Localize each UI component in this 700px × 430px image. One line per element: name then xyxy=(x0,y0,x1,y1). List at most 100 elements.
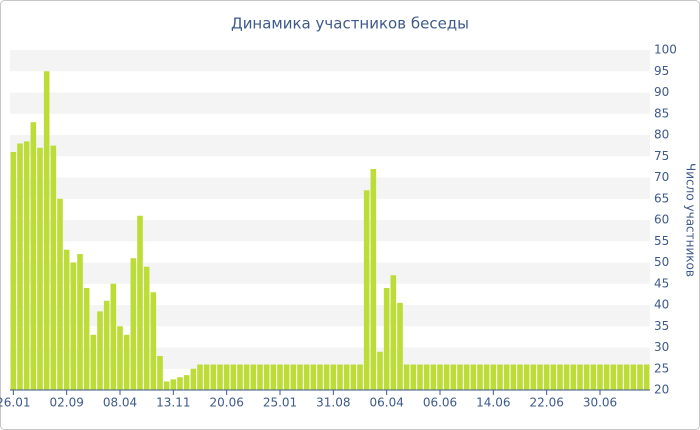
bar xyxy=(90,334,97,390)
bar xyxy=(430,364,437,390)
bar xyxy=(423,364,430,390)
bar xyxy=(590,364,597,390)
bar xyxy=(490,364,497,390)
bar xyxy=(370,169,377,390)
y-tick-label: 60 xyxy=(654,213,669,227)
bar xyxy=(330,364,337,390)
y-tick-label: 65 xyxy=(654,191,669,205)
bar xyxy=(230,364,237,390)
bar xyxy=(497,364,503,390)
bar xyxy=(337,364,343,390)
bar xyxy=(543,364,550,390)
y-tick-label: 55 xyxy=(654,234,669,248)
bar xyxy=(50,145,57,390)
bar xyxy=(350,364,357,390)
y-tick-label: 50 xyxy=(654,255,669,269)
bar xyxy=(510,364,517,390)
bar xyxy=(523,364,530,390)
bar xyxy=(303,364,310,390)
bar xyxy=(83,288,90,390)
grid-band xyxy=(10,220,650,242)
bar xyxy=(537,364,543,390)
bar xyxy=(123,334,130,390)
bar xyxy=(217,364,223,390)
bar xyxy=(397,302,403,390)
bar xyxy=(37,147,43,390)
bar xyxy=(317,364,323,390)
grid-band xyxy=(10,135,650,157)
bar xyxy=(197,364,203,390)
bar xyxy=(170,379,177,390)
y-tick-label: 75 xyxy=(654,149,669,163)
bar xyxy=(43,71,50,390)
bar xyxy=(443,364,450,390)
bar xyxy=(177,377,183,390)
bar xyxy=(323,364,330,390)
x-tick-label: 08.04 xyxy=(103,396,137,410)
x-tick-label: 26.01 xyxy=(0,396,31,410)
bar xyxy=(457,364,463,390)
bar xyxy=(30,122,37,390)
bar xyxy=(557,364,563,390)
bar xyxy=(583,364,590,390)
x-tick-label: 06.04 xyxy=(369,396,403,410)
bar xyxy=(357,364,363,390)
x-tick-label: 25.01 xyxy=(263,396,297,410)
bar xyxy=(530,364,537,390)
bar xyxy=(250,364,257,390)
x-tick-label: 14.06 xyxy=(476,396,510,410)
y-tick-label: 30 xyxy=(654,340,669,354)
x-tick-label: 31.08 xyxy=(316,396,350,410)
bar xyxy=(117,326,123,390)
bar xyxy=(377,351,383,390)
bar xyxy=(183,375,190,390)
grid-band xyxy=(10,262,650,284)
bar xyxy=(270,364,277,390)
bar xyxy=(283,364,290,390)
bar xyxy=(603,364,610,390)
bar xyxy=(550,364,557,390)
bar xyxy=(57,198,63,390)
bar xyxy=(363,190,370,390)
bar xyxy=(257,364,263,390)
y-tick-label: 45 xyxy=(654,276,669,290)
chart-title: Динамика участников беседы xyxy=(231,15,469,33)
bar xyxy=(463,364,470,390)
grid-band xyxy=(10,92,650,114)
y-tick-label: 85 xyxy=(654,106,669,120)
bar xyxy=(97,311,103,390)
bar xyxy=(203,364,210,390)
bar xyxy=(243,364,250,390)
bar xyxy=(470,364,477,390)
bar xyxy=(617,364,623,390)
y-tick-label: 95 xyxy=(654,64,669,78)
bar xyxy=(110,283,117,390)
bar xyxy=(643,364,650,390)
bar xyxy=(610,364,617,390)
bar xyxy=(563,364,570,390)
bar xyxy=(477,364,483,390)
bar xyxy=(17,143,23,390)
bar xyxy=(10,152,17,390)
bar xyxy=(130,258,137,390)
bar xyxy=(150,292,157,390)
bar xyxy=(483,364,490,390)
bar xyxy=(390,275,397,390)
bar xyxy=(623,364,630,390)
y-tick-label: 35 xyxy=(654,319,669,333)
bar xyxy=(143,266,150,390)
bar xyxy=(343,364,350,390)
bar xyxy=(277,364,283,390)
y-tick-label: 20 xyxy=(654,383,669,397)
bar xyxy=(63,249,70,390)
bar xyxy=(637,364,643,390)
y-tick-label: 25 xyxy=(654,361,669,375)
bar xyxy=(383,288,390,390)
bar xyxy=(157,356,163,390)
bar xyxy=(190,368,197,390)
bar xyxy=(163,381,170,390)
grid-band xyxy=(10,305,650,327)
grid-band xyxy=(10,50,650,72)
bar xyxy=(310,364,317,390)
bar xyxy=(503,364,510,390)
